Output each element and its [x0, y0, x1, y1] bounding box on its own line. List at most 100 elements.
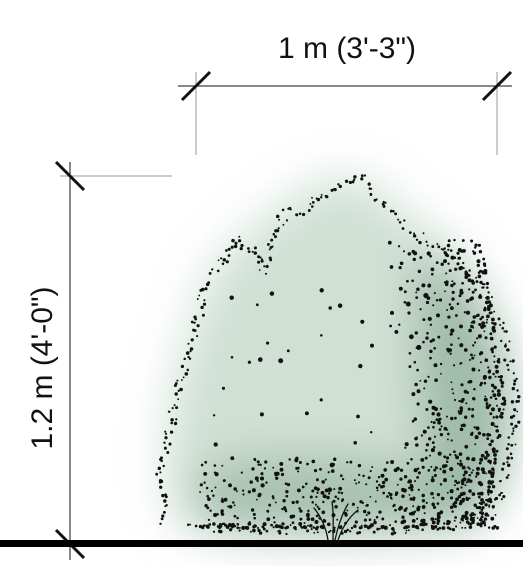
leaf-dot [373, 520, 377, 525]
leaf-dot [482, 501, 486, 504]
leaf-dot [433, 468, 437, 472]
leaf-dot [374, 500, 377, 503]
leaf-dot [242, 493, 245, 496]
leaf-dot [327, 487, 333, 492]
leaf-dot [233, 487, 237, 491]
leaf-dot [435, 261, 439, 264]
leaf-dot [232, 501, 235, 504]
leaf-dot [415, 517, 419, 520]
leaf-dot [482, 433, 486, 437]
leaf-dot [247, 360, 252, 364]
leaf-dot [467, 466, 470, 469]
leaf-dot [281, 522, 285, 526]
leaf-dot [512, 430, 515, 432]
leaf-dot [511, 386, 515, 391]
leaf-dot [356, 506, 359, 509]
leaf-dot [173, 383, 177, 388]
leaf-dot [162, 464, 165, 468]
leaf-dot [464, 415, 468, 419]
leaf-dot [483, 308, 487, 312]
leaf-dot [363, 174, 367, 177]
leaf-dot [498, 493, 501, 497]
leaf-dot [341, 477, 345, 481]
leaf-dot [430, 420, 433, 424]
leaf-dot [479, 501, 484, 506]
leaf-dot [259, 256, 262, 259]
leaf-dot [207, 497, 211, 501]
leaf-dot [450, 381, 453, 384]
leaf-dot [450, 416, 454, 421]
leaf-dot [472, 469, 474, 472]
leaf-dot [273, 235, 278, 239]
leaf-dot [315, 478, 319, 482]
leaf-dot [216, 269, 220, 273]
leaf-dot [370, 343, 374, 348]
leaf-dot [193, 321, 196, 324]
leaf-dot [337, 491, 341, 494]
leaf-dot [269, 291, 275, 296]
leaf-dot [398, 286, 403, 291]
leaf-dot [495, 425, 499, 428]
leaf-dot [411, 279, 414, 283]
leaf-dot [421, 499, 426, 503]
leaf-dot [468, 525, 473, 529]
leaf-dot [309, 524, 313, 528]
leaf-dot [456, 462, 459, 465]
leaf-dot [481, 315, 484, 319]
leaf-dot [227, 523, 232, 528]
leaf-dot [344, 513, 348, 517]
leaf-dot [509, 360, 512, 363]
leaf-dot [338, 525, 343, 530]
leaf-dot [482, 376, 487, 380]
leaf-dot [457, 495, 462, 499]
leaf-dot [463, 470, 468, 475]
leaf-dot [477, 505, 482, 510]
ground-line [0, 540, 523, 547]
leaf-dot [465, 402, 468, 405]
leaf-dot [369, 193, 373, 197]
leaf-dot [446, 526, 450, 530]
leaf-dot [437, 519, 441, 523]
leaf-dot [395, 491, 399, 495]
leaf-dot [461, 281, 464, 285]
leaf-dot [164, 505, 167, 508]
leaf-dot [284, 510, 288, 513]
leaf-dot [176, 379, 179, 382]
leaf-dot [309, 495, 313, 499]
leaf-dot [460, 399, 464, 403]
leaf-dot [416, 476, 419, 479]
leaf-dot [449, 496, 454, 500]
leaf-dot [459, 459, 462, 463]
leaf-dot [474, 243, 478, 247]
leaf-dot [437, 335, 441, 339]
leaf-dot [384, 525, 388, 529]
leaf-dot [453, 238, 456, 242]
leaf-dot [320, 334, 323, 337]
leaf-dot [328, 306, 332, 310]
leaf-dot [394, 212, 398, 216]
leaf-dot [202, 302, 207, 306]
leaf-dot [493, 322, 497, 326]
leaf-dot [203, 471, 208, 476]
leaf-dot [359, 500, 363, 504]
leaf-dot [455, 525, 458, 528]
leaf-dot [316, 491, 319, 494]
leaf-dot [355, 482, 358, 485]
leaf-dot [230, 456, 235, 461]
leaf-dot [484, 300, 489, 305]
leaf-dot [159, 522, 162, 525]
leaf-dot [164, 495, 168, 499]
leaf-dot [448, 269, 452, 273]
leaf-dot [411, 392, 416, 397]
leaf-dot [488, 443, 492, 447]
leaf-dot [311, 501, 314, 504]
leaf-dot [302, 496, 305, 499]
leaf-dot [492, 393, 497, 398]
leaf-dot [432, 446, 436, 449]
leaf-dot [369, 496, 372, 498]
leaf-dot [199, 483, 203, 487]
leaf-dot [316, 525, 319, 529]
leaf-dot [343, 529, 348, 534]
leaf-dot [478, 249, 483, 254]
